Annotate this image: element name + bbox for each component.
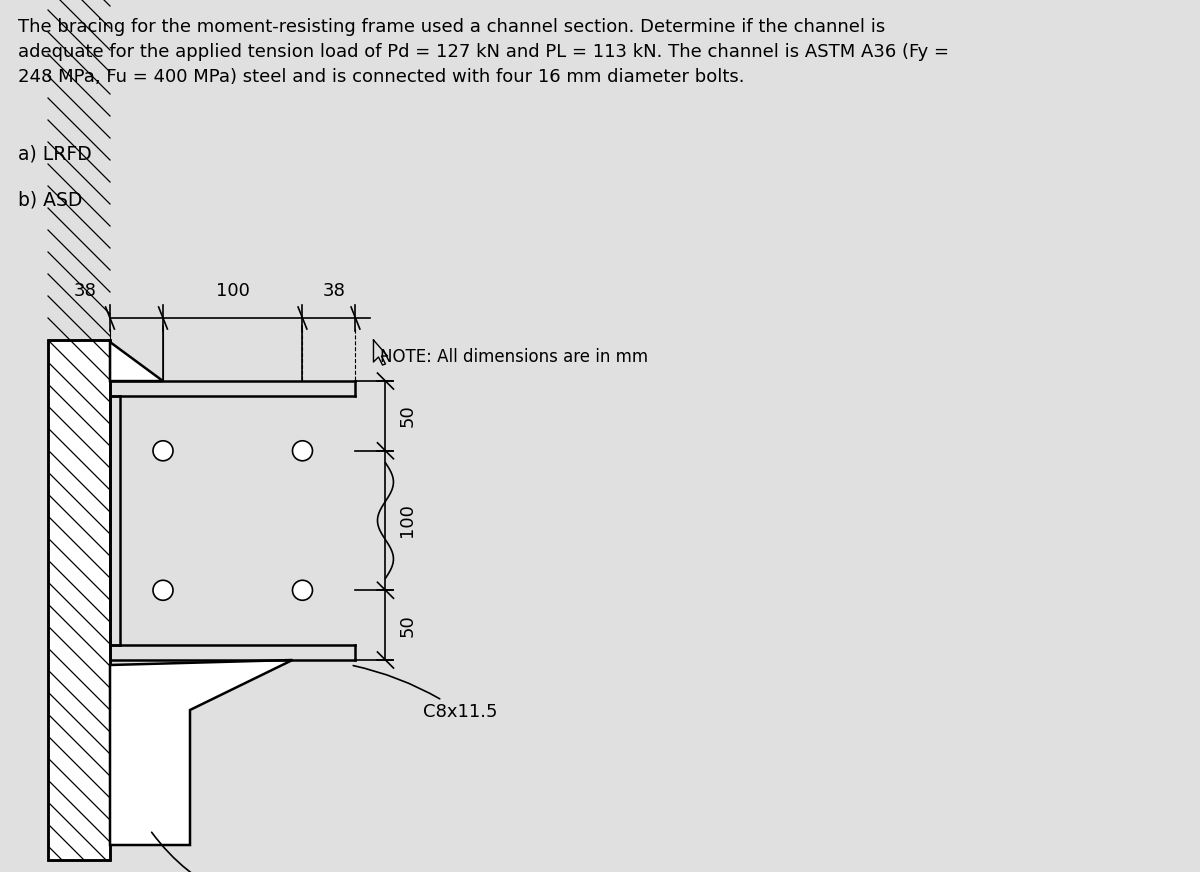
Text: 38: 38 xyxy=(73,282,96,300)
Text: The bracing for the moment-resisting frame used a channel section. Determine if : The bracing for the moment-resisting fra… xyxy=(18,18,949,86)
Text: 50: 50 xyxy=(398,614,416,637)
Text: NOTE: All dimensions are in mm: NOTE: All dimensions are in mm xyxy=(380,348,648,366)
Circle shape xyxy=(154,580,173,600)
Polygon shape xyxy=(110,342,163,381)
Text: 9.5 mm gusset plate: 9.5 mm gusset plate xyxy=(151,832,378,872)
Bar xyxy=(48,340,110,860)
Text: a) LRFD: a) LRFD xyxy=(18,145,91,164)
Text: 100: 100 xyxy=(216,282,250,300)
Polygon shape xyxy=(110,660,293,845)
Text: 38: 38 xyxy=(323,282,346,300)
Text: 100: 100 xyxy=(398,504,416,537)
Circle shape xyxy=(154,440,173,460)
Circle shape xyxy=(293,440,312,460)
Text: C8x11.5: C8x11.5 xyxy=(353,665,498,721)
Bar xyxy=(48,340,110,860)
Text: 50: 50 xyxy=(398,405,416,427)
Circle shape xyxy=(293,580,312,600)
Text: b) ASD: b) ASD xyxy=(18,190,83,209)
